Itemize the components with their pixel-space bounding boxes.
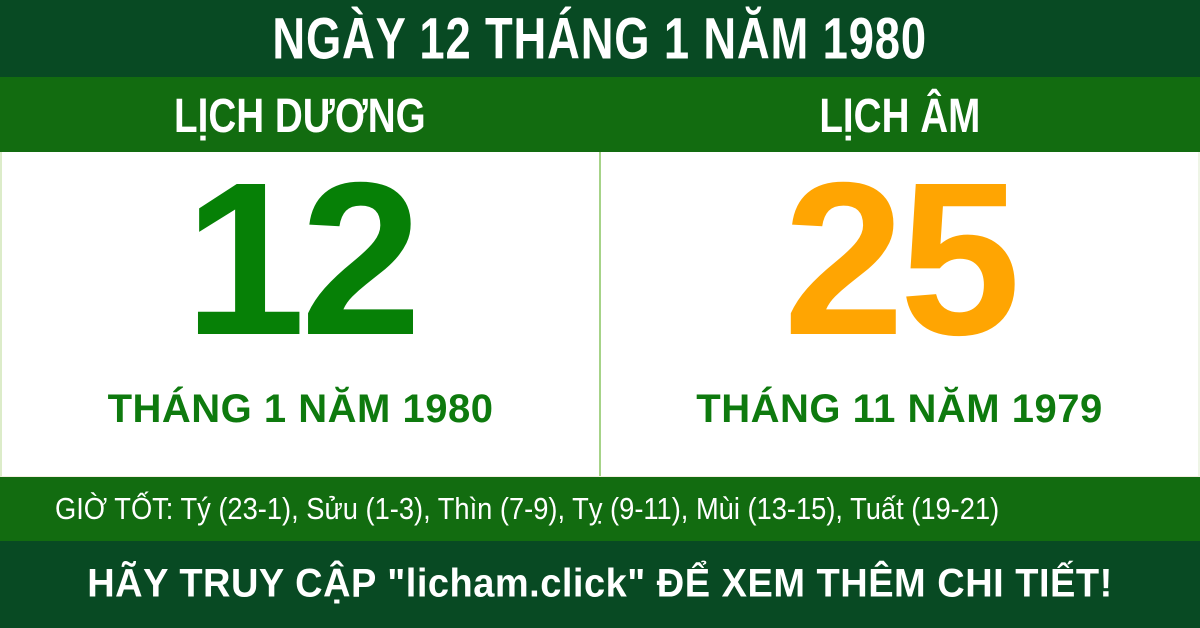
solar-month-year-label: THÁNG 1 NĂM 1980 xyxy=(107,386,494,431)
lunar-header-cell: LỊCH ÂM xyxy=(600,77,1200,152)
solar-header-cell: LỊCH DƯƠNG xyxy=(0,77,600,152)
footer-bar: HÃY TRUY CẬP "licham.click" ĐỂ XEM THÊM … xyxy=(0,541,1200,628)
calendar-type-bar: LỊCH DƯƠNG LỊCH ÂM xyxy=(0,77,1200,152)
page-title: NGÀY 12 THÁNG 1 NĂM 1980 xyxy=(272,6,928,71)
day-panels: 12 THÁNG 1 NĂM 1980 25 THÁNG 11 NĂM 1979 xyxy=(0,138,1200,477)
good-hours-text: GIỜ TỐT: Tý (23-1), Sửu (1-3), Thìn (7-9… xyxy=(55,491,1000,526)
solar-panel: 12 THÁNG 1 NĂM 1980 xyxy=(2,138,599,476)
header-bar: NGÀY 12 THÁNG 1 NĂM 1980 xyxy=(0,0,1200,77)
lunar-day-number: 25 xyxy=(783,138,1020,381)
footer-cta-text: HÃY TRUY CẬP "licham.click" ĐỂ XEM THÊM … xyxy=(87,561,1113,607)
lunar-header-label: LỊCH ÂM xyxy=(819,87,981,142)
solar-day-number: 12 xyxy=(184,138,421,381)
panel-divider xyxy=(599,152,601,476)
lunar-panel: 25 THÁNG 11 NĂM 1979 xyxy=(601,138,1198,476)
solar-header-label: LỊCH DƯƠNG xyxy=(174,87,426,142)
good-hours-bar: GIỜ TỐT: Tý (23-1), Sửu (1-3), Thìn (7-9… xyxy=(0,477,1200,541)
lunar-month-year-label: THÁNG 11 NĂM 1979 xyxy=(696,386,1103,431)
